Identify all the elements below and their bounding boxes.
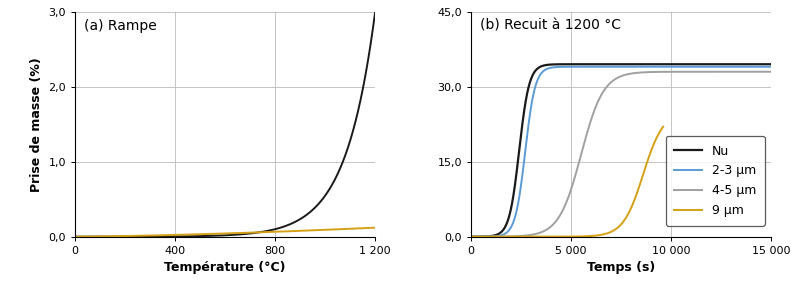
4-5 μm bbox=[646, 70, 656, 74]
2-3 μm bbox=[646, 65, 656, 69]
Nu bbox=[581, 63, 591, 66]
9 μm bbox=[605, 230, 615, 234]
2-3 μm bbox=[766, 65, 776, 69]
Line: 9 μm: 9 μm bbox=[471, 127, 663, 237]
9 μm bbox=[657, 128, 666, 131]
4-5 μm bbox=[467, 235, 476, 238]
9 μm bbox=[505, 235, 515, 238]
2-3 μm bbox=[581, 65, 591, 69]
Text: (a) Rampe: (a) Rampe bbox=[84, 19, 157, 33]
X-axis label: Temps (s): Temps (s) bbox=[587, 261, 655, 274]
Y-axis label: Prise de masse (%): Prise de masse (%) bbox=[30, 57, 43, 192]
Nu bbox=[766, 62, 776, 66]
4-5 μm bbox=[691, 70, 700, 74]
Text: (b) Recuit à 1200 °C: (b) Recuit à 1200 °C bbox=[480, 19, 621, 33]
Nu bbox=[467, 235, 476, 238]
4-5 μm bbox=[581, 136, 591, 139]
X-axis label: Température (°C): Température (°C) bbox=[165, 261, 286, 274]
4-5 μm bbox=[661, 70, 671, 74]
2-3 μm bbox=[713, 65, 723, 69]
Line: Nu: Nu bbox=[471, 64, 771, 237]
Line: 2-3 μm: 2-3 μm bbox=[471, 67, 771, 237]
2-3 μm bbox=[691, 65, 700, 69]
Line: 4-5 μm: 4-5 μm bbox=[471, 72, 771, 237]
2-3 μm bbox=[704, 65, 713, 69]
9 μm bbox=[589, 234, 598, 238]
9 μm bbox=[618, 221, 627, 225]
4-5 μm bbox=[713, 70, 723, 74]
2-3 μm bbox=[661, 65, 671, 69]
Nu bbox=[713, 62, 723, 66]
2-3 μm bbox=[521, 146, 531, 149]
Nu bbox=[698, 62, 708, 66]
4-5 μm bbox=[521, 234, 531, 237]
Nu bbox=[646, 63, 656, 66]
9 μm bbox=[467, 235, 476, 238]
9 μm bbox=[629, 200, 638, 203]
4-5 μm bbox=[766, 70, 776, 74]
Nu bbox=[661, 63, 671, 66]
9 μm bbox=[658, 125, 668, 128]
Nu bbox=[691, 63, 700, 66]
Nu bbox=[521, 99, 531, 103]
Legend: Nu, 2-3 μm, 4-5 μm, 9 μm: Nu, 2-3 μm, 4-5 μm, 9 μm bbox=[665, 136, 765, 226]
2-3 μm bbox=[467, 235, 476, 238]
